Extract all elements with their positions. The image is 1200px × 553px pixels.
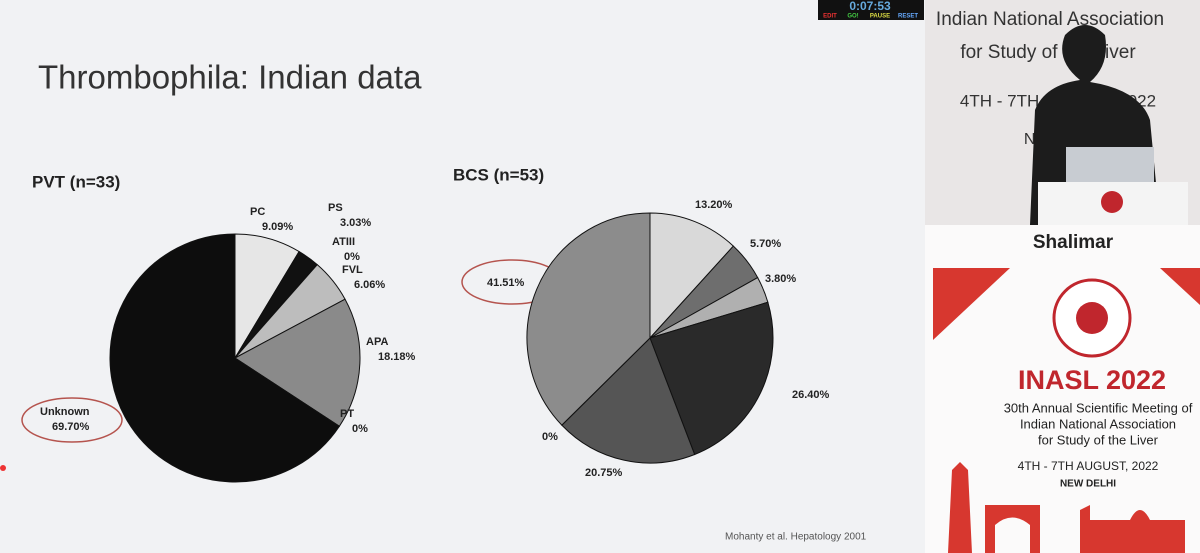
slice-name: FVL xyxy=(342,264,363,276)
meeting-line: Indian National Association xyxy=(1020,416,1176,431)
chart-title: PVT (n=33) xyxy=(32,172,120,191)
timer-button[interactable]: EDIT xyxy=(823,14,837,20)
timer-button[interactable]: GO! xyxy=(847,14,858,20)
pie-slice xyxy=(649,301,774,456)
monuments xyxy=(948,462,1185,553)
meeting-line: 30th Annual Scientific Meeting of xyxy=(1004,400,1193,415)
slice-value-label: 5.70% xyxy=(750,238,781,250)
banner-text: Indian National Association xyxy=(936,9,1164,30)
decor xyxy=(1160,268,1200,305)
decor xyxy=(933,268,1010,340)
laptop xyxy=(1066,147,1154,183)
slice-value-label: 18.18% xyxy=(378,351,416,363)
slice-value-label: 3.80% xyxy=(765,273,796,285)
pie-slice xyxy=(234,298,361,427)
slice-name: APA xyxy=(366,336,388,348)
slice-value-label: 0% xyxy=(352,423,368,435)
inasl-logo xyxy=(1076,302,1108,334)
slice-name: PT xyxy=(340,408,354,420)
slice-value-label: 0% xyxy=(542,431,558,443)
dates: 4TH - 7TH AUGUST, 2022 xyxy=(1018,459,1159,473)
slice-value-label: 9.09% xyxy=(262,221,293,233)
slice-value-label: 3.03% xyxy=(340,217,371,229)
city: NEW DELHI xyxy=(1060,479,1116,490)
speaker-name: Shalimar xyxy=(1033,232,1114,253)
highlight-ring xyxy=(21,397,123,443)
timer-button[interactable]: PAUSE xyxy=(870,14,890,20)
pie-slice xyxy=(526,212,651,426)
slice-value-label: 41.51% xyxy=(487,277,525,289)
timer-buttons: EDIT GO! PAUSE RESET xyxy=(823,14,918,20)
slice-name: PS xyxy=(328,202,343,214)
slice-value-label: 13.20% xyxy=(695,199,733,211)
pie-slice xyxy=(561,337,696,464)
meeting-line: for Study of the Liver xyxy=(1038,432,1159,447)
brand: INASL 2022 xyxy=(1018,365,1166,395)
slice-value-label: 6.06% xyxy=(354,279,385,291)
slice-value-label: 26.40% xyxy=(792,389,830,401)
podium-logo xyxy=(1101,191,1123,213)
pie-slice xyxy=(109,233,341,483)
pie-slice xyxy=(649,212,735,340)
banner-text: for Study of the Liver xyxy=(960,42,1136,63)
chart-title: BCS (n=53) xyxy=(453,165,544,184)
slice-value-label: 69.70% xyxy=(52,421,90,433)
citation: Mohanty et al. Hepatology 2001 xyxy=(725,532,867,543)
timer-button[interactable]: RESET xyxy=(898,14,918,20)
slice-name: ATIII xyxy=(332,236,355,248)
slice-value-label: 20.75% xyxy=(585,467,623,479)
slice-value-label: 0% xyxy=(344,251,360,263)
slice-name: Unknown xyxy=(40,406,90,418)
pointer-dot xyxy=(0,465,6,471)
slide-title: Thrombophila: Indian data xyxy=(38,59,422,96)
timer-box xyxy=(818,0,924,20)
timer: 0:07:53 xyxy=(849,0,891,13)
slice-name: PC xyxy=(250,206,265,218)
